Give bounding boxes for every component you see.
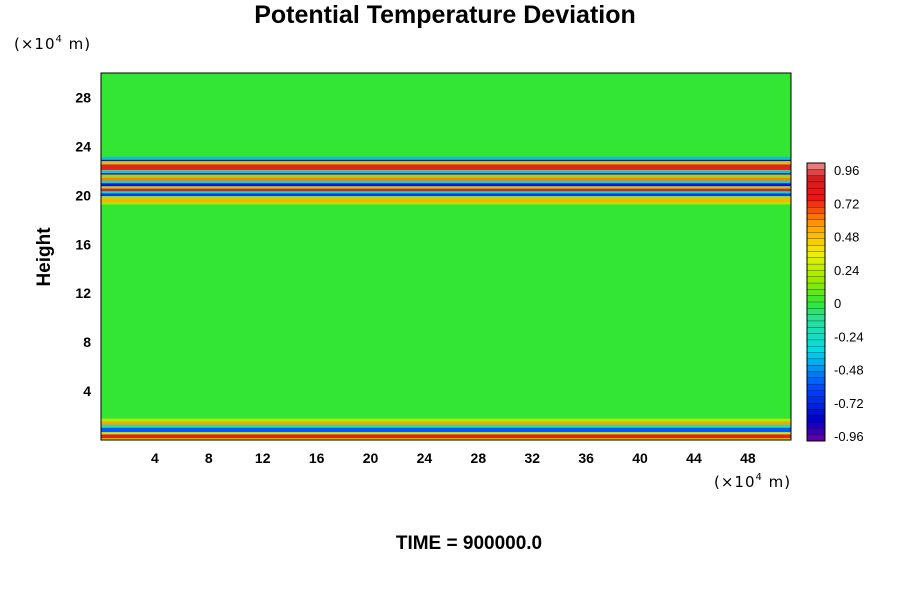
contour-band-core <box>101 421 791 427</box>
colorbar-segment <box>806 339 826 347</box>
colorbar-segment <box>806 169 826 177</box>
colorbar-segment <box>806 308 826 316</box>
colorbar-segment <box>806 181 826 189</box>
colorbar-segment <box>806 263 826 271</box>
chart-title: Potential Temperature Deviation <box>254 1 636 29</box>
plot-background <box>101 73 791 440</box>
colorbar-segment <box>806 244 826 252</box>
colorbar-segment <box>806 352 826 360</box>
colorbar-segment <box>806 402 826 410</box>
colorbar-segment <box>806 200 826 208</box>
plot-area <box>100 72 792 441</box>
x-tick-labels: 4 8 12 16 20 24 28 32 36 40 44 48 <box>151 450 756 466</box>
colorbar-segment <box>806 371 826 379</box>
contour-band-core <box>101 193 791 198</box>
colorbar-segment <box>806 409 826 417</box>
x-axis-unit: (×104 m) <box>714 472 791 491</box>
colorbar-segment <box>806 295 826 303</box>
colorbar-label: 0.48 <box>834 230 859 245</box>
colorbar-segment <box>806 301 826 309</box>
x-tick-label: 32 <box>524 450 540 466</box>
x-tick-label: 16 <box>309 450 325 466</box>
y-tick-labels: 4 8 12 16 20 24 28 <box>75 89 91 399</box>
colorbar-segment <box>806 396 826 404</box>
colorbar-segment <box>806 194 826 202</box>
y-tick-label: 20 <box>75 187 91 203</box>
colorbar-segment <box>806 377 826 385</box>
x-tick-label: 40 <box>632 450 648 466</box>
colorbar-segment <box>806 257 826 265</box>
colorbar-segment <box>806 175 826 183</box>
plot-frame <box>100 72 792 441</box>
colorbar-label: -0.72 <box>834 396 864 411</box>
y-tick-label: 12 <box>75 285 91 301</box>
colorbar-segment <box>806 434 826 442</box>
colorbar-segment <box>806 207 826 214</box>
colorbar-label: -0.24 <box>834 329 864 344</box>
y-axis-unit: (×104 m) <box>14 34 91 53</box>
x-tick-label: 44 <box>686 450 702 466</box>
colorbar-segment <box>806 421 826 429</box>
colorbar-segment <box>806 276 826 284</box>
colorbar-segment <box>806 219 826 227</box>
colorbar-segment <box>806 346 826 353</box>
colorbar-segment <box>806 428 826 436</box>
colorbar-label: 0.96 <box>834 163 859 178</box>
colorbar-label: -0.48 <box>834 363 864 378</box>
contour-band-core <box>101 427 791 433</box>
x-tick-label: 12 <box>255 450 271 466</box>
y-tick-label: 24 <box>75 138 91 154</box>
colorbar-segment <box>806 226 826 233</box>
colorbar-segment <box>806 162 826 170</box>
x-tick-label: 48 <box>740 450 756 466</box>
colorbar-label: 0 <box>834 296 841 311</box>
colorbar-segment <box>806 415 826 423</box>
colorbar-segment <box>806 188 826 196</box>
x-tick-label: 36 <box>578 450 594 466</box>
colorbar-segment <box>806 213 826 221</box>
y-tick-label: 16 <box>75 236 91 252</box>
colorbar-segment <box>806 289 826 297</box>
colorbar-segment <box>806 383 826 391</box>
colorbar-segment <box>806 358 826 366</box>
colorbar <box>806 162 826 442</box>
colorbar-segment <box>806 390 826 398</box>
contour-band-core <box>101 164 791 170</box>
time-label: TIME = 900000.0 <box>396 533 542 554</box>
y-tick-label: 4 <box>83 383 91 399</box>
x-tick-label: 8 <box>205 450 213 466</box>
colorbar-label: 0.24 <box>834 263 859 278</box>
colorbar-segment <box>806 282 826 290</box>
colorbar-label: -0.96 <box>834 429 864 444</box>
colorbar-segment <box>806 314 826 322</box>
contour-band-core <box>101 198 791 203</box>
contour-bands <box>101 156 791 441</box>
x-tick-label: 4 <box>151 450 159 466</box>
x-tick-label: 28 <box>471 450 487 466</box>
y-tick-label: 28 <box>75 89 91 105</box>
contour-band-core <box>101 434 791 439</box>
contour-band-core <box>101 183 791 188</box>
colorbar-frame <box>806 162 826 442</box>
colorbar-segment <box>806 333 826 341</box>
colorbar-segment <box>806 251 826 259</box>
x-tick-label: 24 <box>417 450 433 466</box>
colorbar-segment <box>806 327 826 335</box>
colorbar-labels: 0.96 0.72 0.48 0.24 0 -0.24 -0.48 -0.72 -0.96 <box>834 163 864 444</box>
colorbar-segment <box>806 238 826 246</box>
colorbar-segment <box>806 232 826 240</box>
y-axis-label: Height <box>34 227 55 287</box>
contour-band-core <box>101 188 791 193</box>
x-tick-label: 20 <box>363 450 379 466</box>
colorbar-segment <box>806 270 826 278</box>
colorbar-segment <box>806 365 826 372</box>
colorbar-label: 0.72 <box>834 196 859 211</box>
colorbar-segment <box>806 320 826 328</box>
y-tick-label: 8 <box>83 334 91 350</box>
